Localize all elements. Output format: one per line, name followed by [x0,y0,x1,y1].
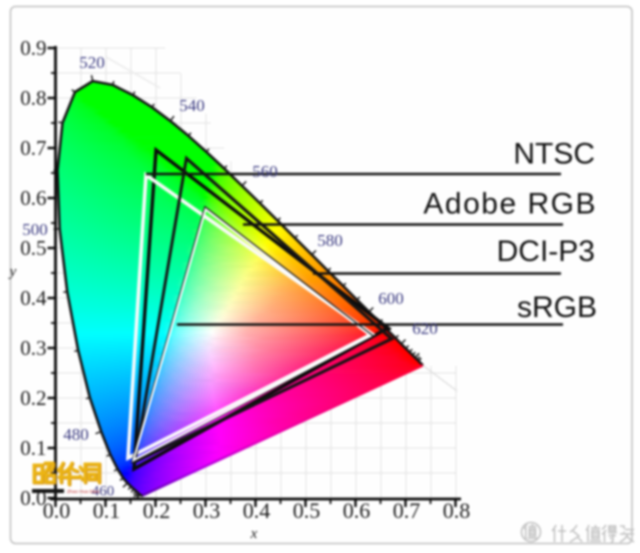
svg-text:Adobe RGB: Adobe RGB [423,188,597,221]
svg-text:580: 580 [317,231,343,250]
svg-text:0.6: 0.6 [20,186,46,210]
svg-text:0.8: 0.8 [20,86,46,110]
svg-text:DCI-P3: DCI-P3 [497,235,595,268]
svg-text:560: 560 [252,162,278,181]
svg-text:0.4: 0.4 [243,498,271,523]
svg-text:500: 500 [22,220,48,239]
svg-text:0.2: 0.2 [20,386,46,410]
svg-text:NTSC: NTSC [513,138,595,171]
svg-text:0.7: 0.7 [393,498,421,523]
svg-text:0.3: 0.3 [20,336,46,360]
svg-text:0.4: 0.4 [20,286,47,310]
svg-text:600: 600 [378,289,404,308]
svg-text:Zhao Hua Diao: Zhao Hua Diao [67,489,100,495]
svg-text:620: 620 [412,319,438,338]
svg-text:0.0: 0.0 [43,498,71,523]
svg-text:x: x [250,526,258,542]
svg-text:0.9: 0.9 [20,36,46,60]
svg-text:460: 460 [92,484,115,500]
svg-text:0.1: 0.1 [93,498,121,523]
svg-text:0.5: 0.5 [293,498,321,523]
svg-text:0.2: 0.2 [143,498,171,523]
svg-text:y: y [8,264,17,280]
svg-text:0.6: 0.6 [343,498,371,523]
svg-text:540: 540 [179,96,205,115]
svg-text:sRGB: sRGB [517,291,597,324]
svg-text:0.8: 0.8 [443,498,471,523]
svg-text:0.7: 0.7 [20,136,46,160]
svg-text:0.5: 0.5 [20,236,46,260]
svg-text:0.1: 0.1 [20,436,46,460]
svg-text:520: 520 [79,53,105,72]
svg-text:0.3: 0.3 [193,498,221,523]
svg-text:480: 480 [63,425,89,444]
